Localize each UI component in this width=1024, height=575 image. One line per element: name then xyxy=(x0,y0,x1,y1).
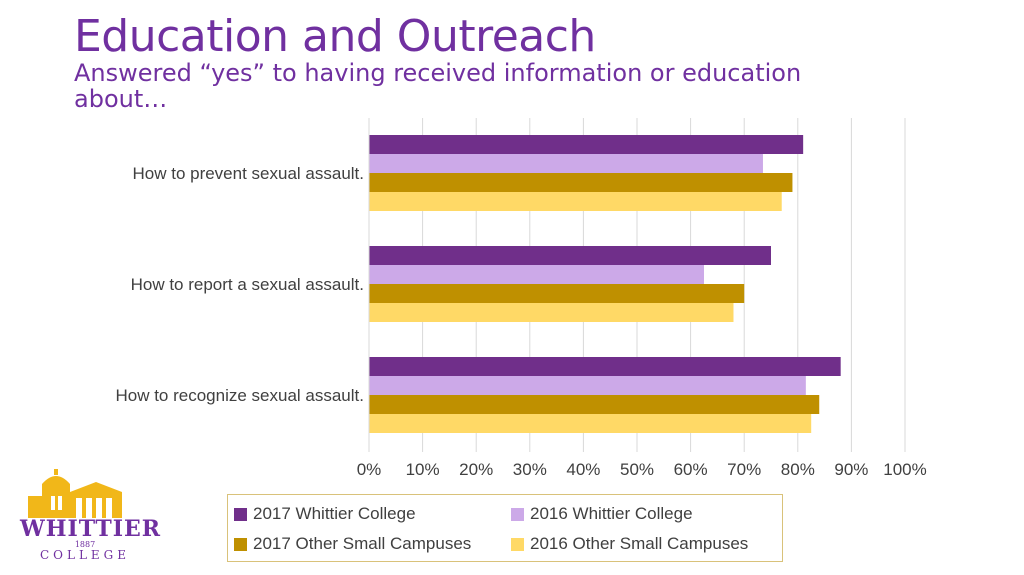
bar xyxy=(369,154,763,173)
bar xyxy=(369,303,734,322)
legend-label: 2016 Other Small Campuses xyxy=(530,534,749,553)
x-tick-label: 40% xyxy=(566,460,600,479)
page-subtitle: Answered “yes” to having received inform… xyxy=(74,59,802,113)
legend-label: 2016 Whittier College xyxy=(530,504,693,523)
page-title: Education and Outreach xyxy=(74,11,596,62)
bar xyxy=(369,246,771,265)
category-label-report: How to report a sexual assault. xyxy=(130,275,364,294)
x-tick-label: 30% xyxy=(513,460,547,479)
logo-subword: COLLEGE xyxy=(39,548,131,562)
category-label-recognize: How to recognize sexual assault. xyxy=(115,386,364,405)
legend-item-2016-whittier: 2016 Whittier College xyxy=(511,504,693,524)
legend-item-2017-whittier: 2017 Whittier College xyxy=(234,504,416,524)
legend-label: 2017 Whittier College xyxy=(253,504,416,523)
bar xyxy=(369,284,745,303)
bar xyxy=(369,192,782,211)
bar xyxy=(369,395,820,414)
bar xyxy=(369,376,806,395)
legend-item-2016-other: 2016 Other Small Campuses xyxy=(511,534,748,554)
logo-year: 1887 xyxy=(74,540,96,549)
bar xyxy=(369,135,804,154)
legend-swatch xyxy=(234,537,247,551)
legend-label: 2017 Other Small Campuses xyxy=(253,534,472,553)
x-tick-label: 70% xyxy=(727,460,761,479)
legend-swatch xyxy=(511,507,524,521)
x-tick-label: 20% xyxy=(459,460,493,479)
legend-item-2017-other: 2017 Other Small Campuses xyxy=(234,534,471,554)
x-tick-label: 100% xyxy=(883,460,926,479)
logo-wordmark: WHITTIER xyxy=(20,516,162,542)
legend-swatch xyxy=(234,507,247,521)
x-tick-label: 10% xyxy=(406,460,440,479)
legend-swatch xyxy=(511,537,524,551)
bar xyxy=(369,357,841,376)
x-tick-label: 90% xyxy=(834,460,868,479)
category-label-prevent: How to prevent sexual assault. xyxy=(132,164,364,183)
chart-legend: 2017 Whittier College 2016 Whittier Coll… xyxy=(227,494,783,562)
x-tick-label: 0% xyxy=(357,460,382,479)
building-icon xyxy=(28,469,122,518)
whittier-college-logo: WHITTIER 1887 COLLEGE xyxy=(20,466,162,566)
x-tick-label: 80% xyxy=(781,460,815,479)
bar xyxy=(369,414,812,433)
x-tick-label: 50% xyxy=(620,460,654,479)
bar xyxy=(369,265,704,284)
x-tick-label: 60% xyxy=(674,460,708,479)
bar xyxy=(369,173,793,192)
